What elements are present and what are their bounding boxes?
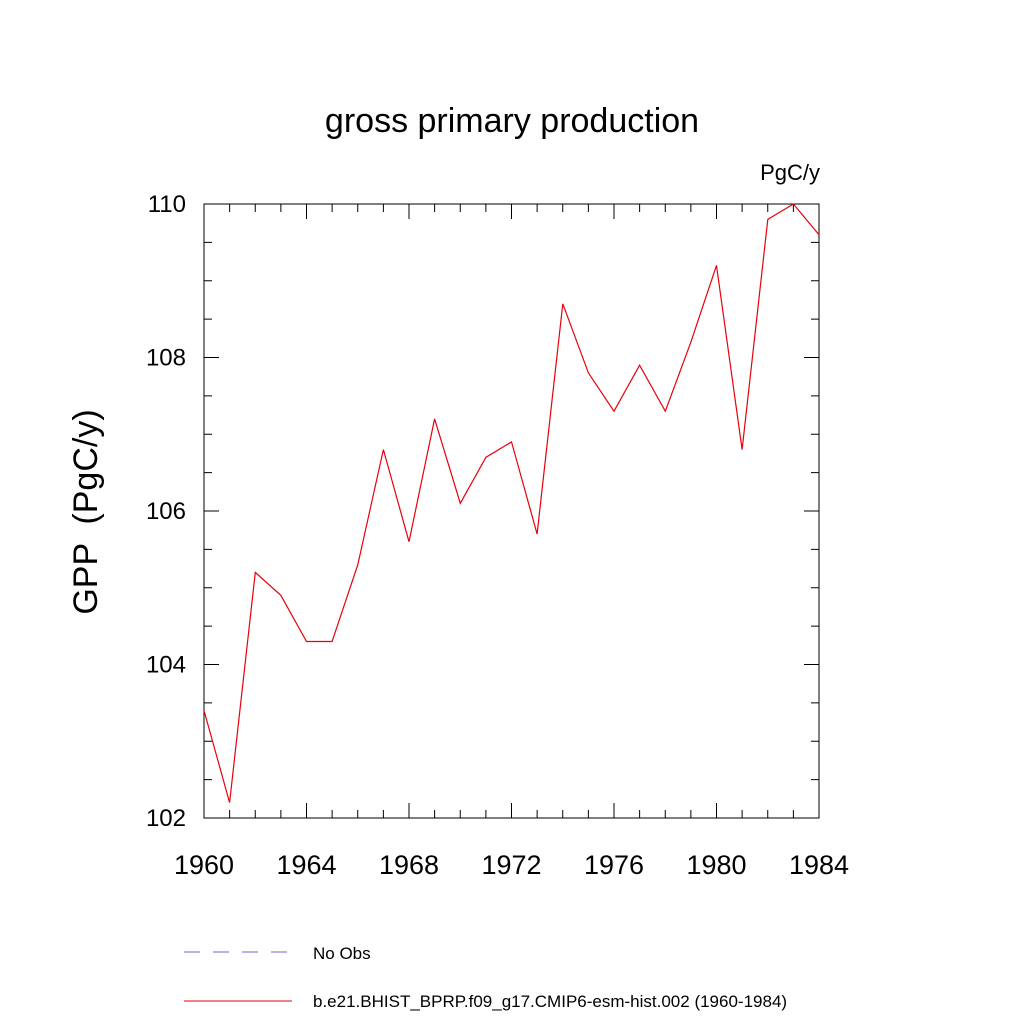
legend: No Obs b.e21.BHIST_BPRP.f09_g17.CMIP6-es…	[184, 944, 787, 1011]
x-tick-label: 1972	[481, 850, 541, 880]
legend-label-model: b.e21.BHIST_BPRP.f09_g17.CMIP6-esm-hist.…	[313, 992, 787, 1011]
units-label: PgC/y	[760, 160, 820, 185]
x-tick-label: 1960	[174, 850, 234, 880]
chart-title: gross primary production	[325, 102, 699, 140]
x-tick-label: 1964	[276, 850, 336, 880]
series-line-0	[203, 203, 820, 803]
x-tick-label: 1984	[789, 850, 849, 880]
y-tick-label: 108	[146, 345, 186, 372]
x-axis-ticks: 1960 1964 1968 1972 1976 1980 1984	[174, 204, 849, 880]
y-tick-label: 102	[146, 805, 186, 832]
y-tick-label: 110	[148, 191, 186, 218]
y-axis-label: GPP (PgC/y)	[67, 409, 105, 614]
y-axis-ticks: 102 104 106 108 110	[146, 191, 819, 832]
y-tick-label: 106	[146, 498, 186, 525]
series-layer	[203, 203, 820, 803]
x-tick-label: 1976	[584, 850, 644, 880]
y-tick-label: 104	[146, 652, 186, 679]
plot-frame	[203, 203, 820, 819]
x-tick-label: 1968	[379, 850, 439, 880]
legend-label-no-obs: No Obs	[313, 944, 371, 963]
x-tick-label: 1980	[686, 850, 746, 880]
